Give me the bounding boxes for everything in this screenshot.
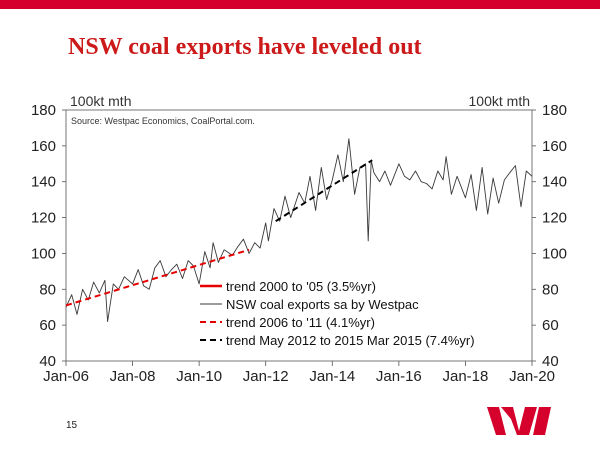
left-unit-label: 100kt mth — [70, 93, 131, 109]
y-tick-label-left: 60 — [39, 317, 56, 334]
x-tick-label: Jan-20 — [509, 368, 555, 385]
right-unit-label: 100kt mth — [469, 93, 530, 109]
y-tick-label-right: 100 — [542, 245, 567, 262]
plot-frame — [65, 109, 533, 362]
y-tick-label-right: 40 — [542, 353, 559, 370]
source-note: Source: Westpac Economics, CoalPortal.co… — [71, 116, 255, 126]
y-tick-label-left: 140 — [31, 174, 56, 191]
series-line-3 — [275, 159, 373, 223]
y-tick-label-left: 160 — [31, 138, 56, 155]
series-line-2 — [65, 248, 250, 307]
y-tick-label-left: 180 — [31, 102, 56, 119]
y-tick-label-right: 140 — [542, 174, 567, 191]
x-tick-label: Jan-18 — [442, 368, 488, 385]
tick-layer: 40 40 60 60 80 80 100 100 120 120 140 140 160 160 180 1… — [31, 102, 567, 385]
x-tick-label: Jan-16 — [376, 368, 422, 385]
x-tick-label: Jan-14 — [309, 368, 355, 385]
y-tick-label-left: 40 — [39, 353, 56, 370]
brand-top-bar — [0, 0, 600, 9]
legend-label: trend May 2012 to 2015 Mar 2015 (7.4%yr) — [226, 333, 475, 348]
page-number: 15 — [66, 420, 78, 431]
y-tick-label-right: 120 — [542, 210, 567, 227]
x-tick-label: Jan-10 — [176, 368, 222, 385]
legend-label: trend 2000 to '05 (3.5%yr) — [226, 279, 376, 294]
legend-label: NSW coal exports sa by Westpac — [226, 297, 419, 312]
y-tick-label-left: 100 — [31, 245, 56, 262]
y-tick-label-right: 160 — [542, 138, 567, 155]
series-layer — [65, 138, 533, 323]
y-tick-label-right: 60 — [542, 317, 559, 334]
westpac-w-logo-icon — [487, 407, 551, 435]
x-tick-label: Jan-08 — [110, 368, 156, 385]
coal-exports-chart: 100kt mth 100kt mth Source: Westpac Econ… — [31, 93, 567, 385]
y-tick-label-left: 120 — [31, 210, 56, 227]
y-tick-label-left: 80 — [39, 281, 56, 298]
x-tick-label: Jan-12 — [243, 368, 289, 385]
slide-title: NSW coal exports have leveled out — [68, 34, 422, 60]
x-tick-label: Jan-06 — [43, 368, 89, 385]
series-line-0 — [65, 138, 533, 323]
y-tick-label-right: 80 — [542, 281, 559, 298]
legend: trend 2000 to '05 (3.5%yr) NSW coal expor… — [200, 279, 475, 348]
legend-label: trend 2006 to '11 (4.1%yr) — [226, 315, 375, 330]
y-tick-label-right: 180 — [542, 102, 567, 119]
